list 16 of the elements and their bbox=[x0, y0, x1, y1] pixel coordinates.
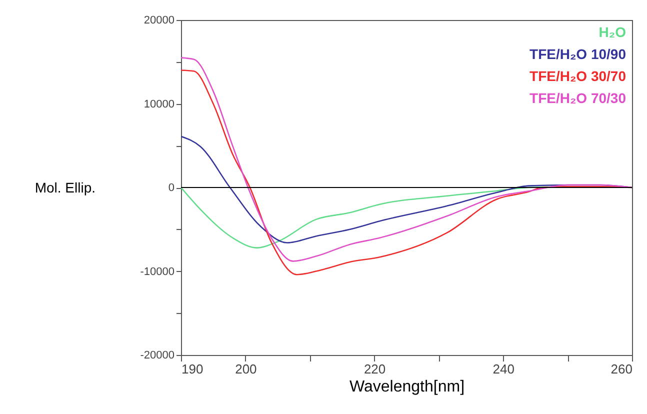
y-axis-title: Mol. Ellip. bbox=[34, 180, 96, 196]
y-tick-label: 0 bbox=[168, 182, 174, 194]
y-tick-label: 20000 bbox=[144, 14, 174, 26]
y-tick-label: -20000 bbox=[140, 350, 174, 362]
text: H₂O bbox=[598, 24, 626, 40]
x-tick-label: 220 bbox=[364, 362, 386, 376]
x-tick-label: 260 bbox=[610, 362, 632, 376]
y-tick-label: 10000 bbox=[144, 98, 174, 110]
text: TFE/H₂O 70/30 bbox=[530, 90, 626, 106]
y-tick-label: -10000 bbox=[140, 266, 174, 278]
x-tick-label: 190 bbox=[182, 362, 204, 376]
x-tick-label: 240 bbox=[492, 362, 514, 376]
text: TFE/H₂O 30/70 bbox=[530, 68, 626, 84]
text: TFE/H₂O 10/90 bbox=[530, 46, 626, 62]
x-tick-label: 200 bbox=[235, 362, 257, 376]
x-axis-title: Wavelength[nm] bbox=[349, 378, 465, 396]
